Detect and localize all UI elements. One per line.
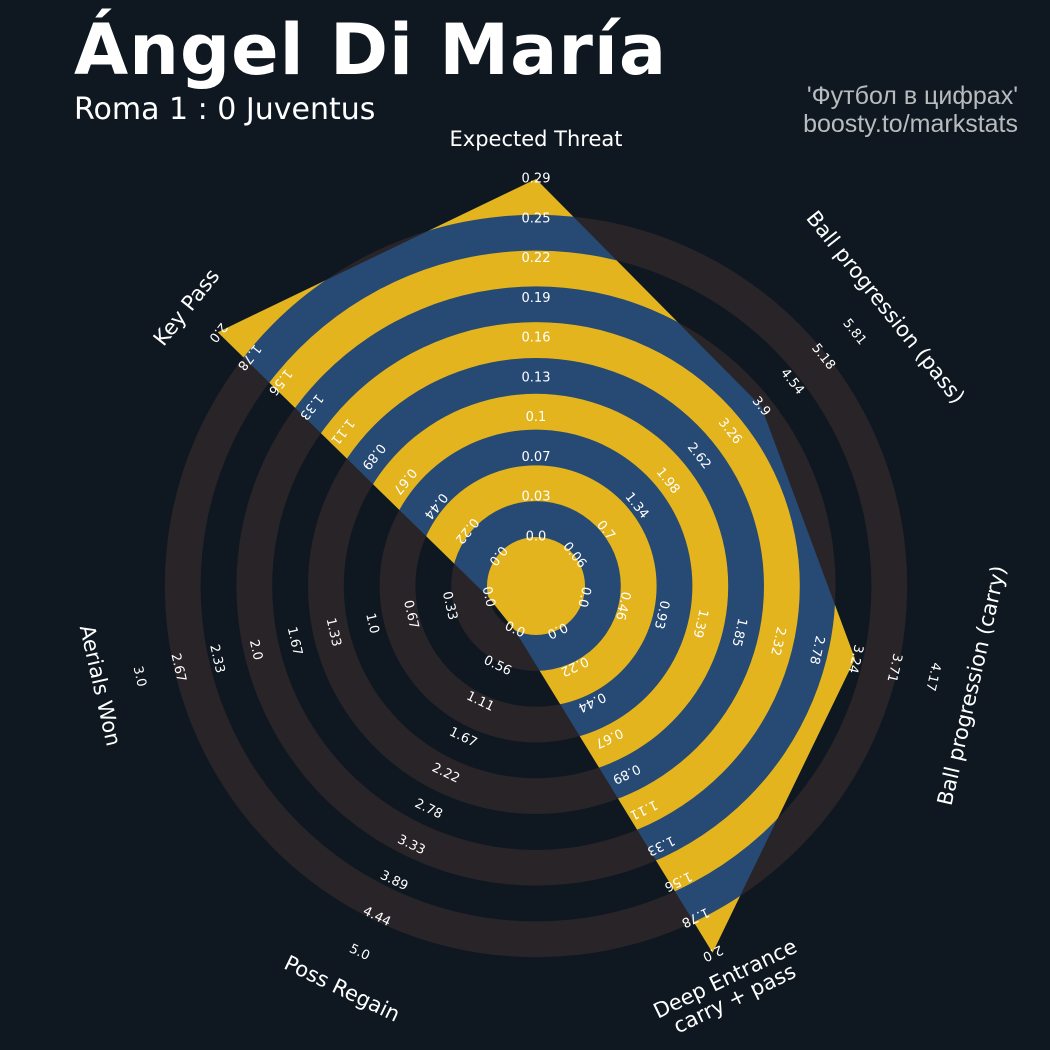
tick-label: 0.93 xyxy=(651,599,672,631)
parameter-label-line: Aerials Won xyxy=(75,623,126,749)
tick-label: 1.67 xyxy=(284,625,305,657)
credit-line-2: boosty.to/markstats xyxy=(803,110,1018,138)
tick-label: 2.78 xyxy=(412,796,445,822)
tick-label: 0.29 xyxy=(522,172,551,187)
tick-label: 5.81 xyxy=(839,316,869,348)
tick-label: 3.0 xyxy=(130,665,149,689)
tick-label: 4.17 xyxy=(922,661,943,693)
tick-label: 0.0 xyxy=(574,585,593,609)
parameter-label-line: Poss Regain xyxy=(280,951,403,1027)
parameter-label: Poss Regain xyxy=(280,951,403,1027)
parameter-label: Expected Threat xyxy=(450,127,623,151)
parameter-label: Deep Entrancecarry + pass xyxy=(650,934,811,1043)
tick-label: 1.33 xyxy=(323,617,344,649)
tick-label: 0.22 xyxy=(522,251,551,266)
tick-label: 0.03 xyxy=(522,490,551,505)
tick-label: 0.0 xyxy=(526,530,547,545)
tick-label: 0.33 xyxy=(439,590,460,622)
parameter-label: Aerials Won xyxy=(75,623,126,749)
credit-line-1: 'Футбол в цифрах' xyxy=(806,82,1018,110)
tick-label: 2.0 xyxy=(246,638,265,662)
parameter-label-line: Ball progression (carry) xyxy=(933,563,1011,807)
tick-label: 2.78 xyxy=(806,634,827,666)
tick-label: 2.32 xyxy=(767,625,788,657)
tick-label: 0.67 xyxy=(400,599,421,631)
tick-label: 2.33 xyxy=(206,643,227,675)
tick-label: 0.25 xyxy=(522,211,551,226)
alt-band-center xyxy=(487,537,585,635)
tick-label: 2.0 xyxy=(700,941,725,963)
tick-label: 3.24 xyxy=(845,643,866,675)
tick-label: 0.13 xyxy=(522,370,551,385)
player-name-title: Ángel Di María xyxy=(74,9,668,91)
tick-label: 3.71 xyxy=(883,652,904,684)
tick-label: 1.39 xyxy=(690,608,711,640)
tick-label: 0.1 xyxy=(526,410,547,425)
tick-label: 1.85 xyxy=(728,617,749,649)
parameter-label-line: Expected Threat xyxy=(450,127,623,151)
tick-label: 2.0 xyxy=(205,319,230,345)
tick-label: 2.67 xyxy=(167,652,188,684)
match-subtitle: Roma 1 : 0 Juventus xyxy=(74,92,376,127)
tick-label: 0.0 xyxy=(479,585,498,609)
parameter-label: Ball progression (carry) xyxy=(933,563,1011,807)
tick-label: 5.0 xyxy=(347,941,372,963)
tick-label: 0.19 xyxy=(522,291,551,306)
tick-label: 1.0 xyxy=(362,612,381,636)
tick-label: 0.16 xyxy=(522,331,551,346)
tick-label: 0.46 xyxy=(612,590,633,622)
tick-label: 0.07 xyxy=(522,450,551,465)
